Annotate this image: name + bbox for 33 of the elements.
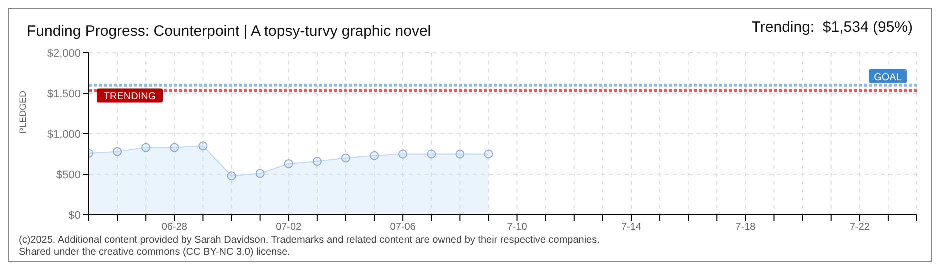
y-tick-label: $1,500 — [47, 88, 81, 100]
point — [170, 143, 180, 152]
x-tick-label: 7-18 — [736, 222, 756, 234]
ref-line-label: TRENDING — [104, 92, 156, 103]
text: Trending: $1,534 (95%) — [752, 19, 913, 36]
point — [113, 147, 122, 156]
point — [456, 150, 465, 159]
point — [227, 172, 236, 181]
point — [142, 143, 151, 152]
chart-title: Funding Progress: Counterpoint | A topsy-turvy graphic novel — [27, 23, 432, 40]
text: (c)2025. Additional content provided by Sarah Davidson. Trademarks and related content are owned by their respective companies. — [19, 235, 600, 247]
y-tick-label: $1,000 — [47, 128, 81, 141]
y-tick-label: $500 — [56, 169, 81, 182]
x-tick-label: 07-02 — [276, 222, 302, 234]
point — [198, 142, 208, 151]
point — [312, 157, 322, 166]
point — [256, 169, 265, 178]
y-tick-label: $2,000 — [47, 48, 81, 60]
point — [284, 159, 294, 168]
x-tick-label: 06-28 — [162, 222, 188, 234]
point — [341, 154, 350, 163]
point — [370, 151, 380, 160]
x-tick-label: 7-22 — [850, 222, 870, 234]
text: Shared under the creative commons (CC BY-NC 3.0) license. — [19, 247, 292, 259]
x-tick-label: 07-06 — [390, 222, 416, 234]
x-tick-label: 7-14 — [621, 222, 642, 234]
y-axis-title: PLEDGED — [18, 90, 28, 134]
y-tick-label: $0 — [68, 210, 81, 222]
point — [427, 150, 436, 159]
ref-line-label: GOAL — [874, 72, 902, 84]
point — [398, 150, 408, 159]
x-tick-label: 7-10 — [507, 222, 528, 234]
point — [484, 150, 494, 159]
